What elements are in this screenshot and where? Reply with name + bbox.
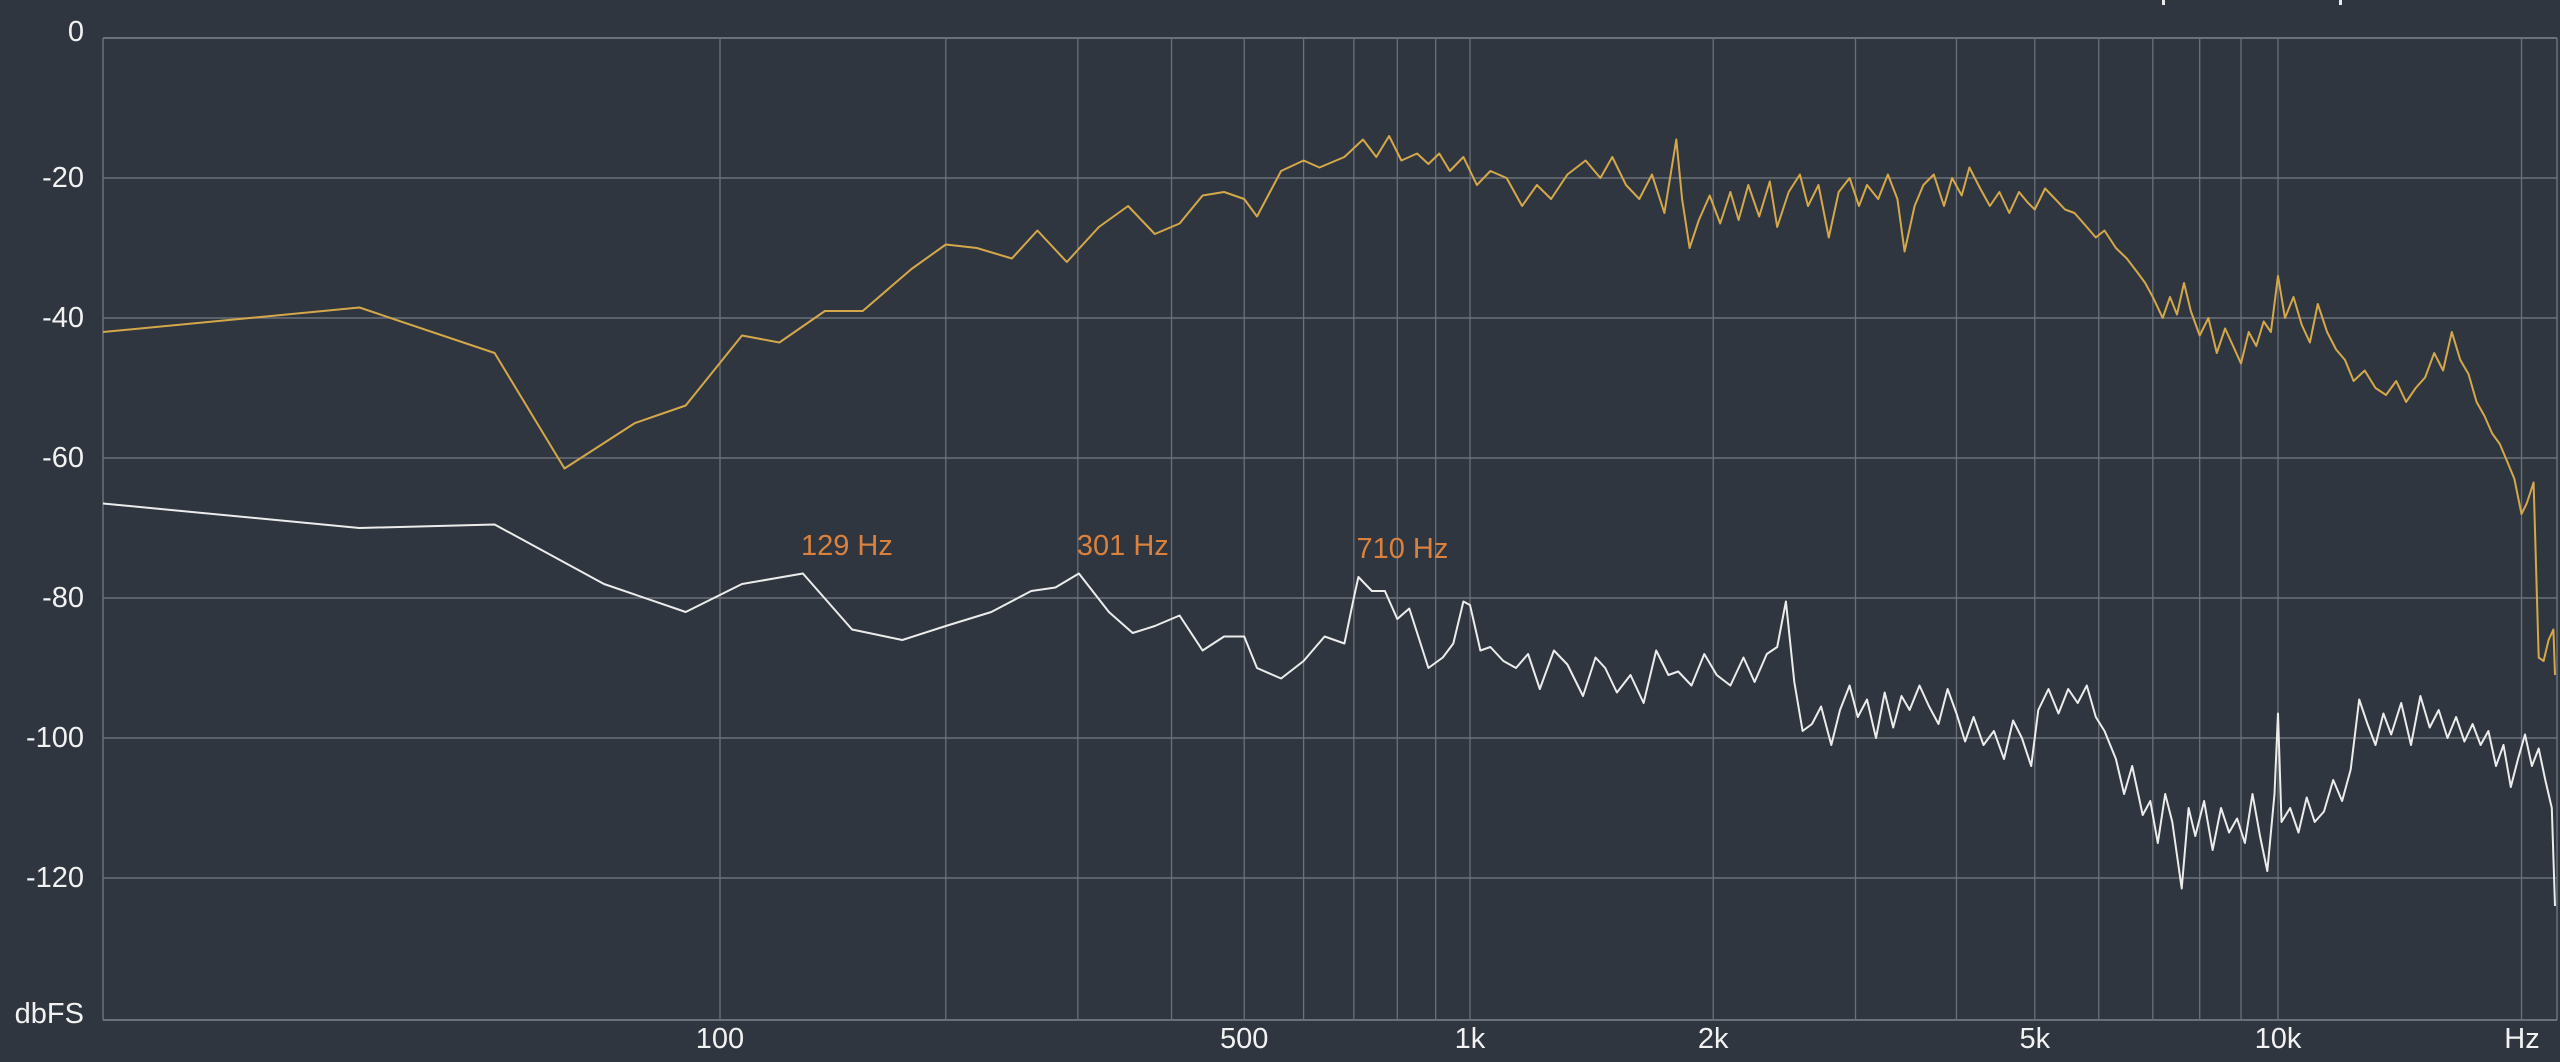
peak-frequency-label: 301 Hz [1076, 529, 1169, 562]
x-axis-unit-label: Hz [2504, 1023, 2540, 1055]
peak-frequency-label: 129 Hz [800, 529, 893, 562]
y-tick-label: -20 [42, 162, 84, 194]
x-tick-label: 5k [2019, 1023, 2051, 1055]
top-edge-marker [2339, 0, 2342, 5]
top-edge-marker [2162, 0, 2165, 5]
y-tick-label: -100 [25, 722, 84, 754]
series-noise-line [102, 502, 2556, 907]
x-tick-label: 500 [1220, 1023, 1269, 1055]
y-tick-label: -40 [42, 302, 84, 334]
x-tick-label: 10k [2254, 1023, 2302, 1055]
y-tick-label: 0 [67, 16, 84, 48]
spectrum-series [102, 135, 2556, 907]
y-tick-label: -120 [25, 862, 84, 894]
x-tick-label: 2k [1697, 1023, 1729, 1055]
peak-frequency-label: 710 Hz [1356, 533, 1449, 565]
y-tick-label: -60 [42, 442, 84, 474]
y-tick-label: -80 [42, 582, 84, 614]
x-tick-label: 1k [1454, 1023, 1486, 1055]
y-axis-unit-label: dbFS [14, 998, 84, 1030]
x-tick-label: 100 [695, 1023, 745, 1055]
grid-lines [102, 37, 2558, 1021]
series-signal-line [102, 135, 2556, 676]
